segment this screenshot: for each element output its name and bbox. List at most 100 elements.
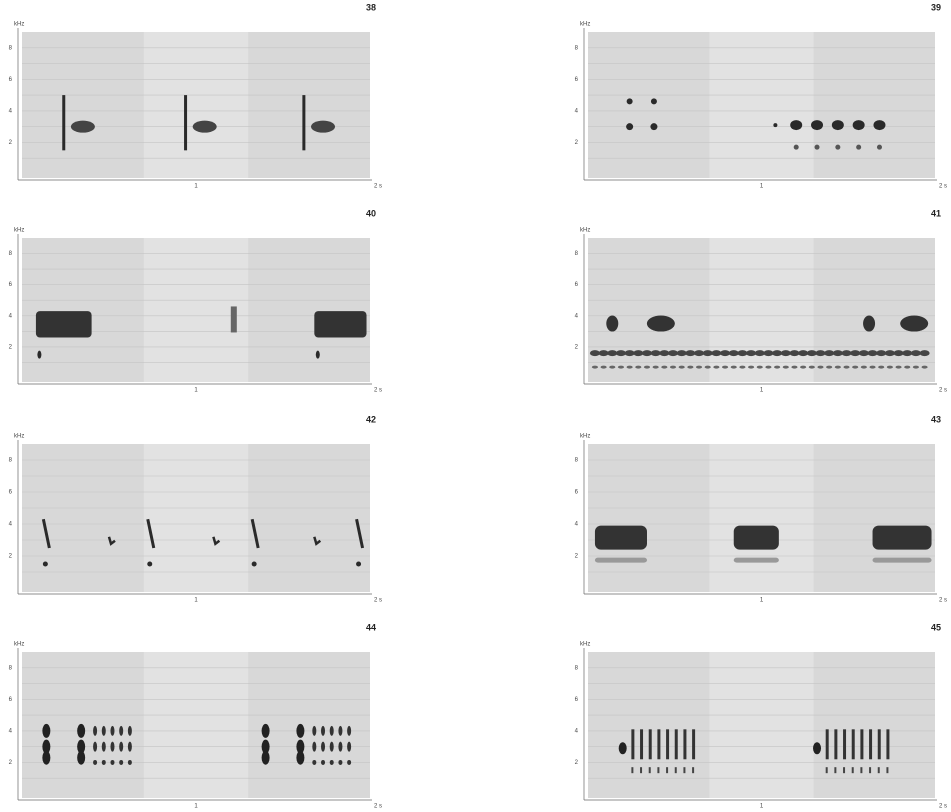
x-axis-label: 2 s <box>374 388 382 394</box>
note <box>876 144 882 150</box>
note <box>869 729 873 760</box>
note <box>93 741 98 752</box>
noise <box>912 365 919 369</box>
noise <box>685 350 696 357</box>
syllable <box>313 536 322 546</box>
syllable <box>314 311 367 338</box>
syllable <box>70 120 95 133</box>
note <box>321 759 326 765</box>
noise <box>841 350 852 357</box>
note <box>147 561 153 567</box>
noise <box>696 365 703 369</box>
axis-unit: kHz <box>580 22 590 28</box>
y-axis-label: 4 <box>575 728 579 734</box>
x-axis-label: 1 <box>760 804 764 810</box>
x-axis-label: 2 s <box>374 184 382 190</box>
y-axis-label: 2 <box>9 344 13 350</box>
syllable <box>146 518 156 549</box>
panel-shade <box>709 444 814 592</box>
y-axis-label: 4 <box>575 522 579 528</box>
note <box>674 767 677 774</box>
noise <box>824 350 835 357</box>
noise <box>832 350 843 357</box>
note <box>650 123 658 131</box>
noise <box>780 350 791 357</box>
note <box>834 767 837 774</box>
noise <box>678 365 685 369</box>
noise <box>591 365 598 369</box>
note <box>657 729 661 760</box>
x-axis-label: 2 s <box>939 184 947 190</box>
syllable <box>62 95 66 151</box>
y-axis-label: 8 <box>575 665 579 671</box>
syllable <box>41 518 51 549</box>
panel-number: 42 <box>366 414 376 424</box>
y-axis-label: 2 <box>9 140 13 146</box>
noise <box>808 365 815 369</box>
panel-number: 40 <box>366 208 376 218</box>
noise <box>834 365 841 369</box>
note <box>790 120 803 131</box>
noise <box>641 350 652 357</box>
y-axis-label: 4 <box>9 522 13 528</box>
y-axis-label: 8 <box>575 45 579 51</box>
note <box>110 741 115 752</box>
note <box>793 144 799 150</box>
note <box>261 739 270 754</box>
note <box>296 723 305 738</box>
noise <box>886 365 893 369</box>
noise <box>598 350 609 357</box>
axis-unit: kHz <box>580 228 590 234</box>
syllable <box>302 95 306 151</box>
noise <box>867 350 878 357</box>
note <box>650 98 657 105</box>
y-axis-label: 2 <box>575 140 579 146</box>
note <box>119 741 124 752</box>
note <box>347 759 352 765</box>
note <box>312 759 317 765</box>
note <box>873 120 886 131</box>
note <box>101 725 106 736</box>
note <box>877 767 880 774</box>
note <box>886 729 890 760</box>
note <box>347 741 352 752</box>
panel-number: 38 <box>366 2 376 12</box>
noise <box>722 365 729 369</box>
noise <box>806 350 817 357</box>
syllable <box>35 311 92 338</box>
syllable <box>355 518 365 549</box>
noise <box>737 350 748 357</box>
y-axis-label: 4 <box>9 313 13 319</box>
note <box>251 561 257 567</box>
note <box>886 767 889 774</box>
syllable <box>646 315 675 332</box>
spectrogram-panel: kHz 8 6 4 2 1 2 s 41 <box>575 208 947 393</box>
x-axis-label: 1 <box>194 598 198 604</box>
x-axis-label: 2 s <box>374 804 382 810</box>
noise <box>860 365 867 369</box>
note <box>321 725 326 736</box>
syllable <box>230 306 237 333</box>
noise <box>772 350 783 357</box>
noise <box>624 350 635 357</box>
spectrogram-panel: kHz 8 6 4 2 1 2 s 43 <box>575 414 947 603</box>
note <box>692 767 695 774</box>
y-axis-label: 6 <box>9 77 13 83</box>
noise <box>869 365 876 369</box>
noise <box>746 350 757 357</box>
note <box>831 120 844 131</box>
note <box>835 144 841 150</box>
x-axis-label: 2 s <box>939 388 947 394</box>
axis-unit: kHz <box>14 434 24 440</box>
noise <box>893 350 904 357</box>
note <box>338 725 343 736</box>
note <box>631 729 635 760</box>
y-axis-label: 2 <box>575 554 579 560</box>
axis-unit: kHz <box>14 642 24 648</box>
y-axis-label: 4 <box>575 313 579 319</box>
spectrogram-panel: kHz 8 6 4 2 1 2 s 38 <box>9 2 382 189</box>
note <box>860 767 863 774</box>
noise <box>633 350 644 357</box>
y-axis-label: 6 <box>575 697 579 703</box>
